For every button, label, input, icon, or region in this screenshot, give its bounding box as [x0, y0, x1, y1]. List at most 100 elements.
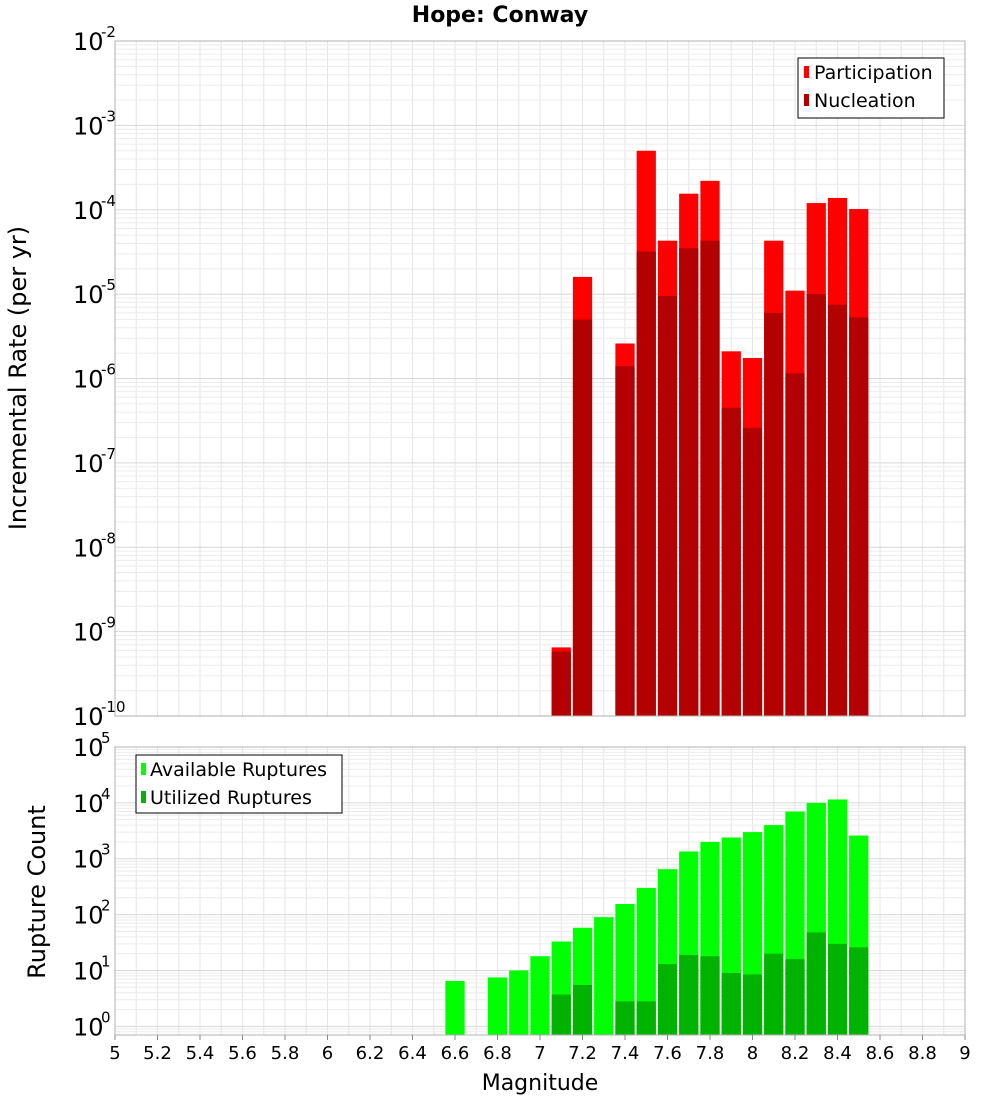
y-tick-base: 10	[73, 846, 104, 874]
y-tick-base: 10	[73, 703, 104, 731]
x-tick-label: 9	[959, 1043, 970, 1064]
count-bar-available-ruptures	[487, 977, 508, 1035]
x-tick-label: 7.6	[653, 1043, 682, 1064]
count-bar-utilized-ruptures	[700, 956, 720, 1035]
rate-y-tick-label: 10-9	[73, 614, 116, 647]
count-y-tick-label: 105	[73, 729, 111, 762]
y-tick-base: 10	[73, 902, 104, 930]
count-y-tick-label: 101	[73, 952, 111, 985]
y-tick-base: 10	[73, 28, 104, 56]
rate-bar-nucleation	[657, 296, 678, 716]
rate-legend: Participation Nucleation	[797, 57, 945, 119]
y-tick-exponent: 0	[101, 1008, 111, 1026]
y-tick-base: 10	[73, 790, 104, 818]
nucleation-legend-swatch	[804, 94, 809, 106]
count-bar-utilized-ruptures	[742, 974, 763, 1035]
rate-bar-nucleation	[827, 304, 848, 716]
rate-y-axis-label: Incremental Rate (per yr)	[4, 226, 32, 530]
y-tick-exponent: -4	[101, 192, 116, 210]
count-bars	[445, 799, 869, 1035]
nucleation-legend-label: Nucleation	[814, 90, 916, 112]
x-tick-label: 8.4	[823, 1043, 852, 1064]
count-y-tick-label: 102	[73, 897, 111, 930]
utilized-legend-label: Utilized Ruptures	[150, 787, 312, 809]
y-tick-exponent: 3	[101, 841, 111, 859]
count-bar-available-ruptures	[509, 970, 529, 1035]
rate-bar-nucleation	[721, 407, 741, 716]
rate-bar-nucleation	[742, 427, 763, 716]
rate-bar-nucleation	[849, 317, 869, 716]
count-bar-utilized-ruptures	[551, 994, 571, 1035]
count-bar-utilized-ruptures	[615, 1001, 635, 1035]
y-tick-base: 10	[73, 197, 104, 225]
rate-bar-nucleation	[551, 651, 571, 716]
rate-y-tick-label: 10-5	[73, 276, 116, 309]
x-tick-label: 6.4	[398, 1043, 427, 1064]
chart-title: Hope: Conway	[412, 3, 588, 28]
y-tick-exponent: -6	[101, 361, 116, 379]
rate-bar-nucleation	[679, 248, 699, 717]
y-tick-base: 10	[73, 734, 104, 762]
y-tick-exponent: -7	[101, 445, 116, 463]
rate-bars	[551, 150, 869, 717]
count-bar-utilized-ruptures	[785, 959, 805, 1035]
y-tick-base: 10	[73, 366, 104, 394]
rate-bar-nucleation	[700, 240, 720, 717]
y-tick-exponent: 5	[101, 729, 111, 747]
y-tick-base: 10	[73, 619, 104, 647]
y-tick-exponent: 4	[101, 785, 111, 803]
x-tick-label: 7	[534, 1043, 545, 1064]
utilized-legend-swatch	[141, 791, 146, 803]
y-tick-exponent: -3	[101, 107, 116, 125]
count-y-tick-label: 100	[73, 1008, 111, 1041]
count-bar-available-ruptures	[594, 917, 614, 1035]
x-tick-label: 5	[109, 1043, 120, 1064]
x-tick-label: 6.8	[483, 1043, 512, 1064]
y-tick-exponent: -2	[101, 23, 116, 41]
count-bar-available-ruptures	[445, 980, 465, 1035]
y-tick-exponent: 1	[101, 952, 111, 970]
count-bar-utilized-ruptures	[572, 984, 593, 1035]
x-tick-label: 8.6	[866, 1043, 895, 1064]
x-tick-label: 6.2	[356, 1043, 385, 1064]
count-bar-utilized-ruptures	[764, 953, 784, 1035]
rate-y-tick-label: 10-4	[73, 192, 116, 225]
rate-bar-nucleation	[785, 373, 805, 716]
x-tick-label: 6	[322, 1043, 333, 1064]
y-tick-base: 10	[73, 957, 104, 985]
count-bar-utilized-ruptures	[636, 1001, 656, 1035]
participation-legend-label: Participation	[814, 62, 933, 84]
count-bar-utilized-ruptures	[806, 932, 826, 1035]
y-tick-base: 10	[73, 450, 104, 478]
available-legend-swatch	[141, 763, 146, 775]
participation-legend-swatch	[804, 66, 809, 78]
rate-y-tick-label: 10-10	[73, 698, 126, 731]
x-tick-label: 7.4	[611, 1043, 640, 1064]
count-bar-available-ruptures	[530, 956, 550, 1035]
y-tick-exponent: 2	[101, 897, 111, 915]
rate-plot-frame	[114, 40, 966, 717]
x-tick-label: 5.4	[186, 1043, 215, 1064]
rate-y-tick-label: 10-3	[73, 107, 116, 140]
y-tick-exponent: -8	[101, 529, 116, 547]
rate-y-tick-label: 10-8	[73, 529, 116, 562]
rate-y-tick-label: 10-7	[73, 445, 116, 478]
rate-legend-box	[797, 57, 945, 119]
count-y-axis-label: Rupture Count	[23, 805, 51, 979]
y-tick-base: 10	[73, 1013, 104, 1041]
x-tick-label: 6.6	[441, 1043, 470, 1064]
y-tick-exponent: -9	[101, 614, 116, 632]
count-legend-box	[135, 754, 343, 814]
count-bar-available-ruptures	[636, 887, 656, 1035]
x-tick-label: 8.8	[908, 1043, 937, 1064]
x-tick-label: 5.2	[143, 1043, 172, 1064]
y-tick-base: 10	[73, 112, 104, 140]
rate-bar-nucleation	[806, 294, 826, 716]
y-tick-exponent: -5	[101, 276, 116, 294]
rate-y-tick-label: 10-2	[73, 23, 116, 56]
x-tick-label: 8.2	[781, 1043, 810, 1064]
rate-bar-nucleation	[636, 251, 656, 716]
